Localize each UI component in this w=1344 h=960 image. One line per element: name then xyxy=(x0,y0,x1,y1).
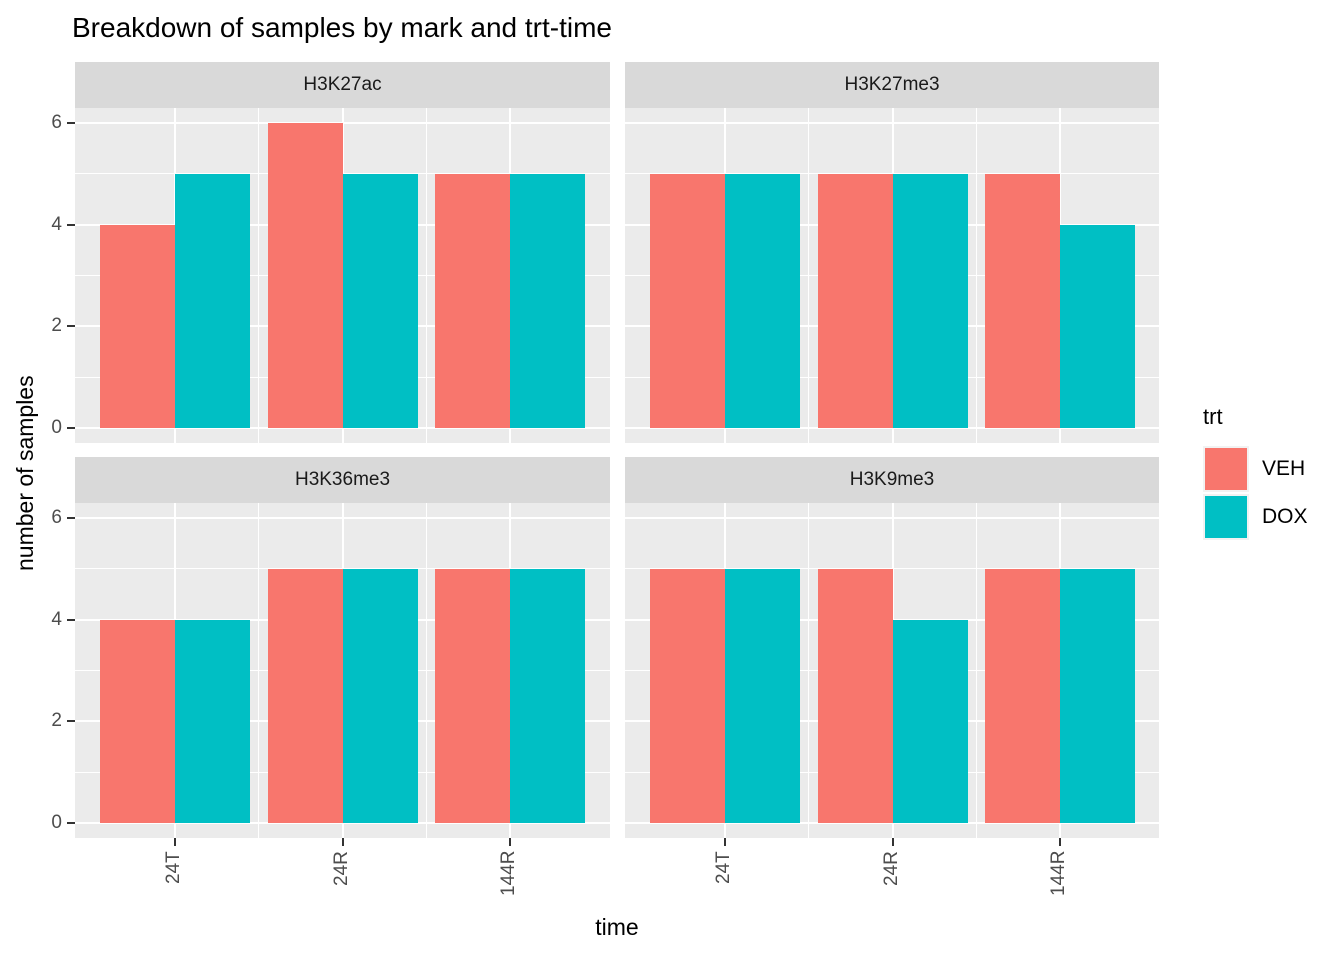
facet-panel-H3K36me3 xyxy=(75,503,610,838)
bar-H3K27me3-24R-VEH xyxy=(817,173,893,428)
bar-H3K27me3-144R-VEH xyxy=(985,173,1060,428)
y-tick-mark xyxy=(67,427,75,429)
x-tick-mark xyxy=(891,838,894,846)
bar-H3K9me3-144R-DOX xyxy=(1060,568,1135,823)
bar-H3K27ac-24R-DOX xyxy=(342,173,418,428)
bar-H3K36me3-144R-VEH xyxy=(435,568,510,823)
x-axis-title: time xyxy=(595,914,639,940)
y-tick-label: 4 xyxy=(51,213,62,235)
y-tick-mark xyxy=(67,223,75,226)
x-tick-mark xyxy=(174,838,176,846)
bar-H3K27me3-24R-DOX xyxy=(892,173,968,428)
x-minor-gridline xyxy=(808,503,810,838)
y-tick-mark xyxy=(67,618,75,621)
y-tick-mark xyxy=(67,822,75,824)
legend-key-VEH: VEH xyxy=(1203,446,1308,492)
y-tick-mark xyxy=(67,517,75,520)
y-tick-label: 0 xyxy=(51,812,62,833)
x-tick-mark xyxy=(724,838,726,846)
bar-H3K9me3-24T-DOX xyxy=(725,568,800,823)
facet-strip-H3K27ac: H3K27ac xyxy=(75,62,610,108)
chart-title: Breakdown of samples by mark and trt-tim… xyxy=(72,12,612,43)
y-tick-label: 4 xyxy=(51,608,62,630)
x-minor-gridline xyxy=(808,108,810,443)
legend-label: DOX xyxy=(1262,505,1308,528)
legend-keys: VEH DOX xyxy=(1203,446,1308,540)
x-tick-label: 24T xyxy=(163,851,184,884)
bar-H3K9me3-24T-VEH xyxy=(650,568,725,823)
y-tick-label: 2 xyxy=(51,710,62,732)
x-tick-mark xyxy=(1059,838,1061,846)
bar-H3K27ac-144R-DOX xyxy=(510,173,585,428)
x-tick-label: 24T xyxy=(713,851,734,884)
bar-H3K36me3-24T-DOX xyxy=(175,619,250,823)
bar-H3K27me3-144R-DOX xyxy=(1060,224,1135,428)
bar-H3K27me3-24T-VEH xyxy=(650,173,725,428)
y-tick-label: 6 xyxy=(51,507,62,529)
facet-panel-H3K9me3 xyxy=(625,503,1159,838)
bar-H3K9me3-144R-VEH xyxy=(985,568,1060,823)
facet-panel-H3K27me3 xyxy=(625,108,1159,443)
y-tick-label: 2 xyxy=(51,315,62,337)
x-minor-gridline xyxy=(975,503,977,838)
x-minor-gridline xyxy=(425,108,427,443)
x-tick-label: 144R xyxy=(498,851,519,897)
bar-H3K27ac-24T-DOX xyxy=(175,173,250,428)
bar-H3K36me3-24R-DOX xyxy=(342,568,418,823)
x-minor-gridline xyxy=(258,108,260,443)
bar-H3K36me3-144R-DOX xyxy=(510,568,585,823)
facet-strip-H3K27me3: H3K27me3 xyxy=(625,62,1159,108)
facet-strip-H3K9me3: H3K9me3 xyxy=(625,457,1159,503)
legend-swatch-DOX xyxy=(1203,494,1249,540)
x-tick-label: 24R xyxy=(330,851,352,886)
legend-label: VEH xyxy=(1262,457,1306,480)
y-tick-mark xyxy=(67,720,75,723)
y-tick-label: 0 xyxy=(51,417,62,438)
x-tick-mark xyxy=(509,838,511,846)
x-minor-gridline xyxy=(425,503,427,838)
facet-strip-H3K36me3: H3K36me3 xyxy=(75,457,610,503)
legend-swatch-fill xyxy=(1205,496,1247,538)
x-minor-gridline xyxy=(975,108,977,443)
y-tick-mark xyxy=(67,122,75,125)
bar-H3K36me3-24R-VEH xyxy=(267,568,343,823)
x-tick-mark xyxy=(341,838,344,846)
bar-H3K27me3-24T-DOX xyxy=(725,173,800,428)
bar-H3K36me3-24T-VEH xyxy=(100,619,175,823)
legend-swatch-VEH xyxy=(1203,446,1249,492)
bar-H3K27ac-24R-VEH xyxy=(267,123,343,428)
legend-key-DOX: DOX xyxy=(1203,494,1308,540)
y-tick-mark xyxy=(67,325,75,328)
legend: trt VEH DOX xyxy=(1203,404,1308,542)
bar-H3K9me3-24R-VEH xyxy=(817,568,893,823)
x-tick-label: 24R xyxy=(880,851,902,886)
x-minor-gridline xyxy=(258,503,260,838)
y-tick-label: 6 xyxy=(51,112,62,134)
bar-H3K27ac-24T-VEH xyxy=(100,224,175,428)
bar-H3K9me3-24R-DOX xyxy=(892,619,968,823)
x-tick-label: 144R xyxy=(1048,851,1069,897)
facet-panel-H3K27ac xyxy=(75,108,610,443)
y-axis-title: number of samples xyxy=(12,375,38,571)
legend-swatch-fill xyxy=(1205,448,1247,490)
bar-H3K27ac-144R-VEH xyxy=(435,173,510,428)
legend-title: trt xyxy=(1203,404,1223,429)
